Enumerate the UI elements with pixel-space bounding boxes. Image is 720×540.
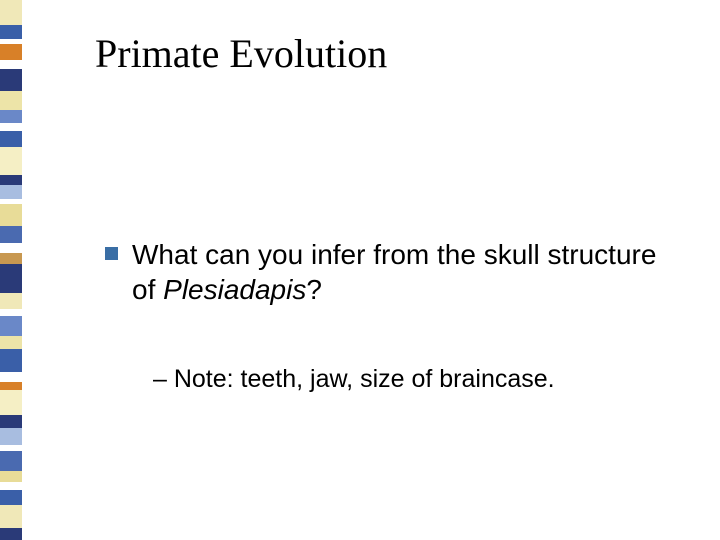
stripe (0, 226, 22, 243)
stripe (0, 482, 22, 490)
decorative-sidebar (0, 0, 22, 540)
stripe (0, 428, 22, 445)
stripe (0, 131, 22, 146)
stripe (0, 309, 22, 317)
stripe (0, 147, 22, 176)
bullet-suffix: ? (306, 274, 322, 305)
sub-note: – Note: teeth, jaw, size of braincase. (153, 365, 680, 394)
stripe (0, 490, 22, 505)
stripe (0, 204, 22, 225)
stripe (0, 316, 22, 335)
stripe (0, 336, 22, 350)
slide-title: Primate Evolution (95, 30, 680, 77)
bullet-italic: Plesiadapis (163, 274, 306, 305)
stripe (0, 25, 22, 39)
stripe (0, 390, 22, 415)
stripe (0, 185, 22, 199)
stripe (0, 349, 22, 372)
stripe (0, 264, 22, 293)
stripe (0, 293, 22, 308)
stripe (0, 110, 22, 124)
stripe (0, 471, 22, 483)
bullet-square-icon (105, 247, 118, 260)
stripe (0, 528, 22, 540)
stripe (0, 175, 22, 185)
bullet-text: What can you infer from the skull struct… (132, 237, 680, 307)
stripe (0, 243, 22, 253)
stripe (0, 253, 22, 265)
stripe (0, 415, 22, 429)
slide-content: Primate Evolution What can you infer fro… (95, 30, 680, 394)
stripe (0, 91, 22, 110)
stripe (0, 382, 22, 390)
stripe (0, 60, 22, 70)
stripe (0, 0, 22, 25)
stripe (0, 451, 22, 470)
stripe (0, 44, 22, 59)
stripe (0, 69, 22, 90)
stripe (0, 505, 22, 528)
stripe (0, 123, 22, 131)
bullet-item: What can you infer from the skull struct… (105, 237, 680, 307)
stripe (0, 372, 22, 382)
